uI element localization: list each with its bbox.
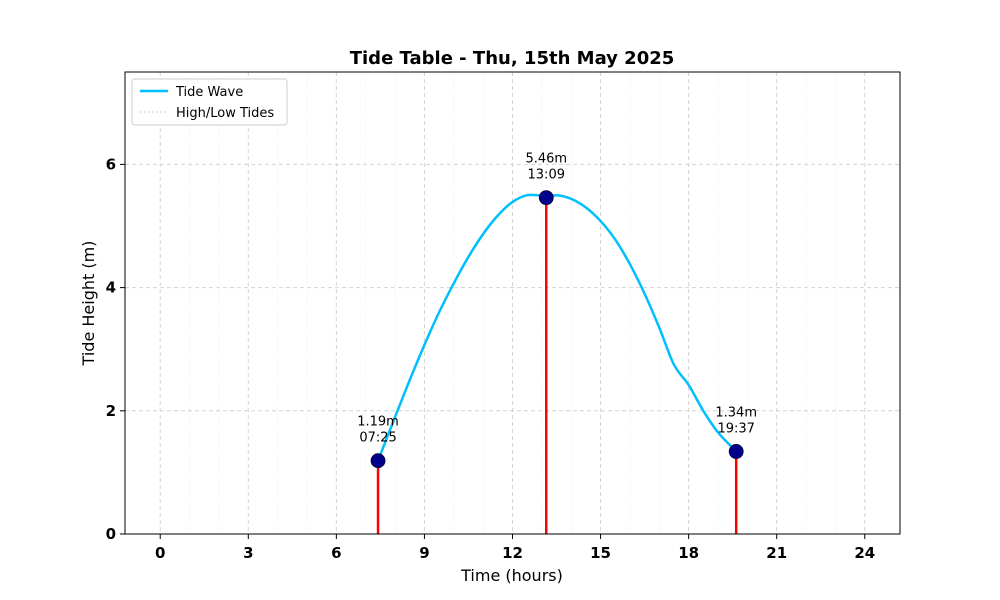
y-tick-label: 6 bbox=[106, 155, 116, 173]
chart-title: Tide Table - Thu, 15th May 2025 bbox=[350, 48, 675, 69]
x-tick-label: 15 bbox=[590, 544, 611, 562]
x-tick-label: 0 bbox=[155, 544, 165, 562]
tide-wave-line bbox=[376, 193, 738, 462]
tide-height-label: 1.34m bbox=[715, 405, 757, 420]
x-axis-ticks: 0 3 6 9 12 15 18 21 24 bbox=[155, 534, 875, 562]
tide-marker bbox=[728, 444, 744, 459]
tide-stem-lines bbox=[376, 197, 738, 534]
tide-markers bbox=[370, 190, 744, 469]
x-tick-label: 21 bbox=[766, 544, 787, 562]
x-tick-label: 24 bbox=[854, 544, 875, 562]
tide-height-label: 5.46m bbox=[525, 152, 567, 167]
tide-marker bbox=[538, 190, 554, 206]
x-axis-label: Time (hours) bbox=[460, 566, 563, 585]
x-tick-label: 12 bbox=[502, 544, 523, 562]
x-tick-label: 6 bbox=[331, 544, 341, 562]
legend: Tide Wave High/Low Tides bbox=[131, 78, 288, 126]
tide-time-label: 07:25 bbox=[359, 431, 396, 446]
y-tick-label: 4 bbox=[106, 279, 116, 297]
y-tick-label: 0 bbox=[106, 525, 116, 543]
x-tick-label: 18 bbox=[678, 544, 699, 562]
y-axis-ticks: 0 2 4 6 bbox=[106, 155, 125, 543]
x-tick-label: 3 bbox=[243, 544, 253, 562]
legend-label-tide-wave: Tide Wave bbox=[175, 85, 243, 100]
tide-marker bbox=[370, 453, 386, 469]
tide-time-label: 19:37 bbox=[717, 421, 754, 436]
x-tick-label: 9 bbox=[419, 544, 429, 562]
tide-time-label: 13:09 bbox=[528, 168, 565, 183]
legend-label-high-low-tides: High/Low Tides bbox=[176, 106, 274, 121]
tide-height-label: 1.19m bbox=[357, 415, 399, 430]
y-tick-label: 2 bbox=[106, 402, 116, 420]
legend-box bbox=[131, 78, 288, 126]
y-axis-label: Tide Height (m) bbox=[79, 241, 98, 367]
grid-lines bbox=[125, 72, 900, 535]
